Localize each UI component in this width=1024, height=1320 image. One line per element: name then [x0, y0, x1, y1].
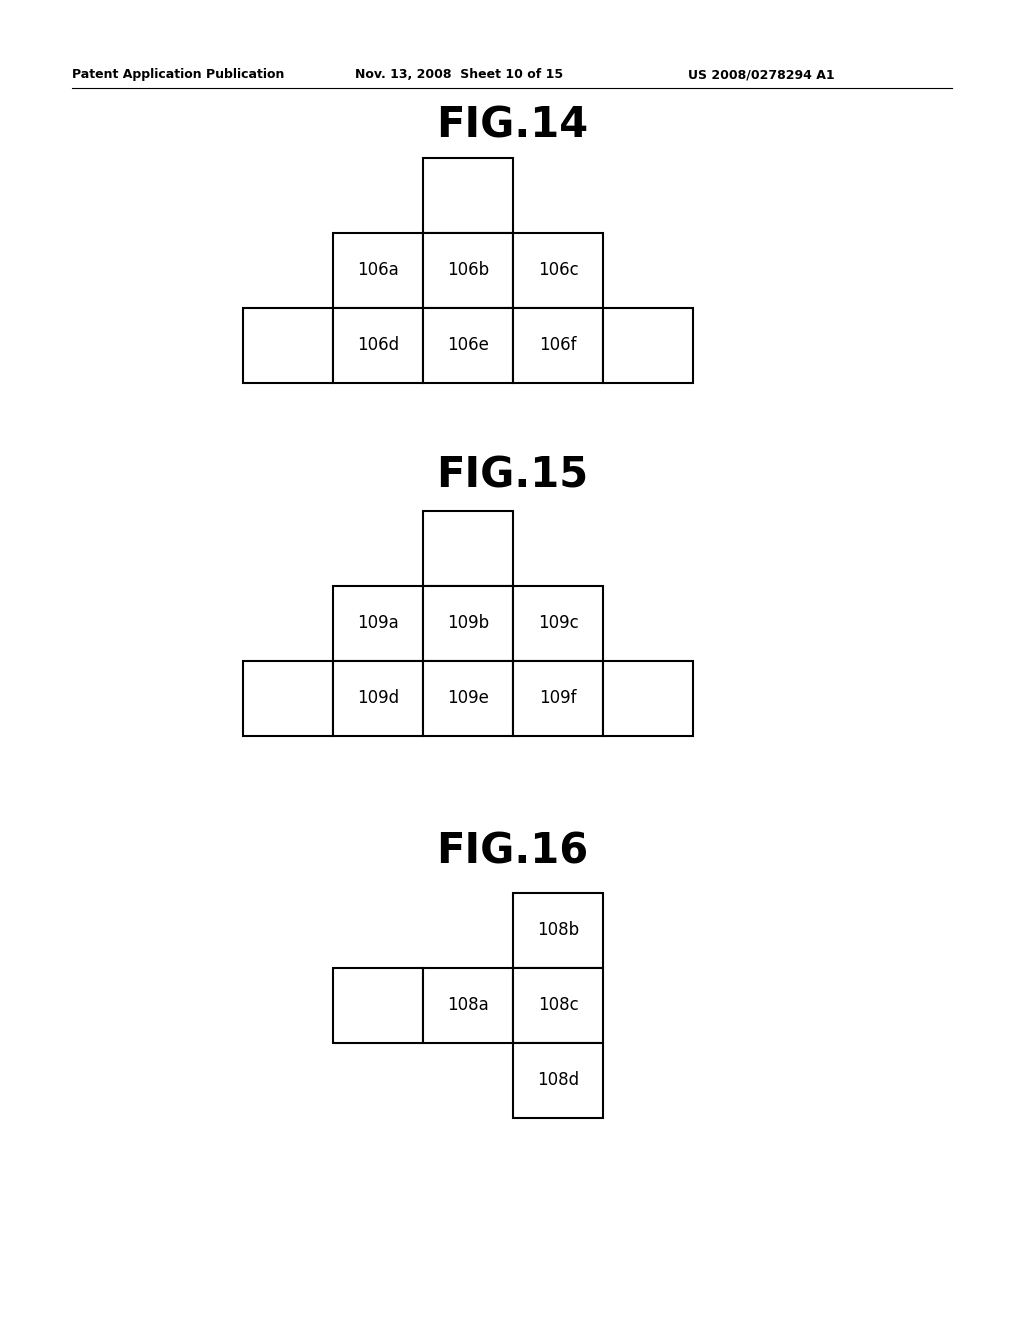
Bar — [423, 232, 513, 308]
Text: 109d: 109d — [357, 689, 399, 708]
Text: Patent Application Publication: Patent Application Publication — [72, 69, 285, 81]
Text: FIG.14: FIG.14 — [436, 106, 588, 147]
Text: 106b: 106b — [446, 261, 489, 279]
Text: 109a: 109a — [357, 614, 399, 632]
Bar — [513, 308, 603, 383]
Bar — [423, 968, 513, 1043]
Bar — [333, 660, 423, 735]
Text: 106e: 106e — [447, 337, 488, 354]
Bar — [333, 308, 423, 383]
Bar — [423, 586, 513, 660]
Bar — [333, 232, 423, 308]
Text: US 2008/0278294 A1: US 2008/0278294 A1 — [688, 69, 835, 81]
Bar — [513, 968, 603, 1043]
Text: 106a: 106a — [357, 261, 399, 279]
Bar — [423, 511, 513, 586]
Bar — [333, 968, 423, 1043]
Bar — [243, 660, 333, 735]
Bar — [423, 157, 513, 232]
Bar — [603, 308, 693, 383]
Text: 109c: 109c — [538, 614, 579, 632]
Text: 108a: 108a — [447, 997, 488, 1014]
Text: 108c: 108c — [538, 997, 579, 1014]
Bar — [423, 308, 513, 383]
Text: 109f: 109f — [540, 689, 577, 708]
Text: FIG.16: FIG.16 — [436, 830, 588, 873]
Bar — [513, 232, 603, 308]
Bar — [243, 308, 333, 383]
Bar — [513, 1043, 603, 1118]
Text: 106d: 106d — [357, 337, 399, 354]
Text: 106c: 106c — [538, 261, 579, 279]
Bar — [513, 892, 603, 968]
Text: 109b: 109b — [446, 614, 489, 632]
Bar — [333, 586, 423, 660]
Text: 106f: 106f — [540, 337, 577, 354]
Text: 109e: 109e — [447, 689, 488, 708]
Text: 108b: 108b — [537, 921, 579, 939]
Bar — [513, 660, 603, 735]
Bar — [423, 660, 513, 735]
Bar — [513, 586, 603, 660]
Bar — [603, 660, 693, 735]
Text: 108d: 108d — [537, 1071, 579, 1089]
Text: Nov. 13, 2008  Sheet 10 of 15: Nov. 13, 2008 Sheet 10 of 15 — [355, 69, 563, 81]
Text: FIG.15: FIG.15 — [436, 455, 588, 498]
